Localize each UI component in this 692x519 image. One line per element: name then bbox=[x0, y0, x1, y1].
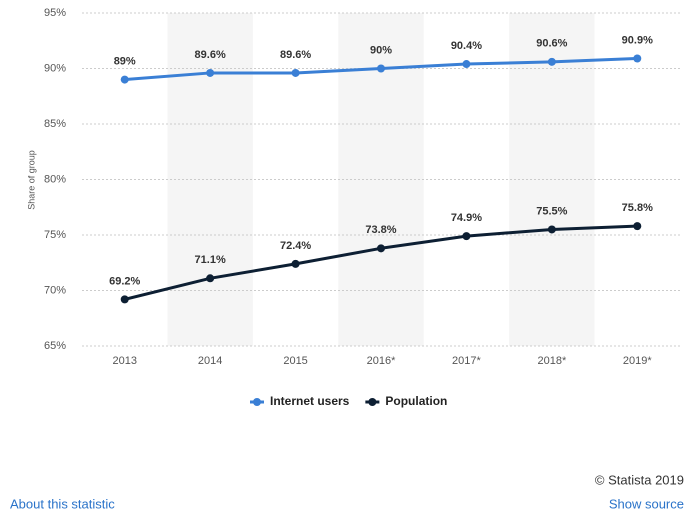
data-point bbox=[462, 60, 471, 69]
data-point bbox=[120, 295, 129, 304]
value-label: 89.6% bbox=[195, 49, 226, 61]
source-link[interactable]: Show source bbox=[609, 496, 684, 511]
x-tick-label: 2018* bbox=[537, 355, 566, 367]
y-tick-label: 95% bbox=[44, 7, 66, 19]
data-point bbox=[291, 259, 300, 268]
y-tick-label: 85% bbox=[44, 118, 66, 130]
y-tick-label: 65% bbox=[44, 340, 66, 352]
data-point bbox=[291, 68, 300, 77]
legend-marker bbox=[253, 398, 261, 406]
legend-label: Population bbox=[385, 394, 447, 408]
x-tick-label: 2015 bbox=[283, 355, 307, 367]
data-point bbox=[633, 54, 642, 63]
about-link[interactable]: About this statistic bbox=[10, 496, 115, 511]
data-point bbox=[120, 75, 129, 84]
value-label: 89.6% bbox=[280, 49, 311, 61]
data-point bbox=[462, 232, 471, 241]
value-label: 75.8% bbox=[622, 202, 653, 214]
copyright: © Statista 2019 bbox=[595, 472, 684, 487]
data-point bbox=[633, 222, 642, 231]
value-label: 89% bbox=[114, 56, 136, 68]
y-tick-label: 75% bbox=[44, 229, 66, 241]
data-point bbox=[377, 244, 385, 253]
value-label: 90% bbox=[370, 44, 392, 56]
value-label: 73.8% bbox=[365, 224, 396, 236]
x-tick-label: 2013 bbox=[112, 355, 136, 367]
value-label: 90.4% bbox=[451, 40, 482, 52]
x-tick-label: 2019* bbox=[623, 355, 652, 367]
data-point bbox=[547, 225, 556, 234]
value-label: 71.1% bbox=[195, 254, 226, 266]
y-tick-label: 70% bbox=[44, 284, 66, 296]
value-label: 90.6% bbox=[536, 38, 567, 50]
value-label: 74.9% bbox=[451, 212, 482, 224]
y-tick-label: 80% bbox=[44, 173, 66, 185]
legend-marker bbox=[368, 398, 377, 406]
x-tick-label: 2016* bbox=[367, 355, 396, 367]
value-label: 72.4% bbox=[280, 240, 311, 252]
x-tick-label: 2014 bbox=[198, 355, 222, 367]
legend: Internet users Population bbox=[250, 394, 447, 408]
data-point bbox=[377, 64, 385, 73]
y-axis-label: Share of group bbox=[26, 150, 36, 210]
value-label: 75.5% bbox=[536, 205, 567, 217]
y-tick-label: 90% bbox=[44, 62, 66, 74]
x-tick-label: 2017* bbox=[452, 355, 481, 367]
value-label: 69.2% bbox=[109, 275, 140, 287]
data-point bbox=[206, 274, 215, 283]
data-point bbox=[206, 68, 215, 77]
value-label: 90.9% bbox=[622, 34, 653, 46]
data-point bbox=[547, 57, 556, 66]
legend-label: Internet users bbox=[270, 394, 350, 408]
